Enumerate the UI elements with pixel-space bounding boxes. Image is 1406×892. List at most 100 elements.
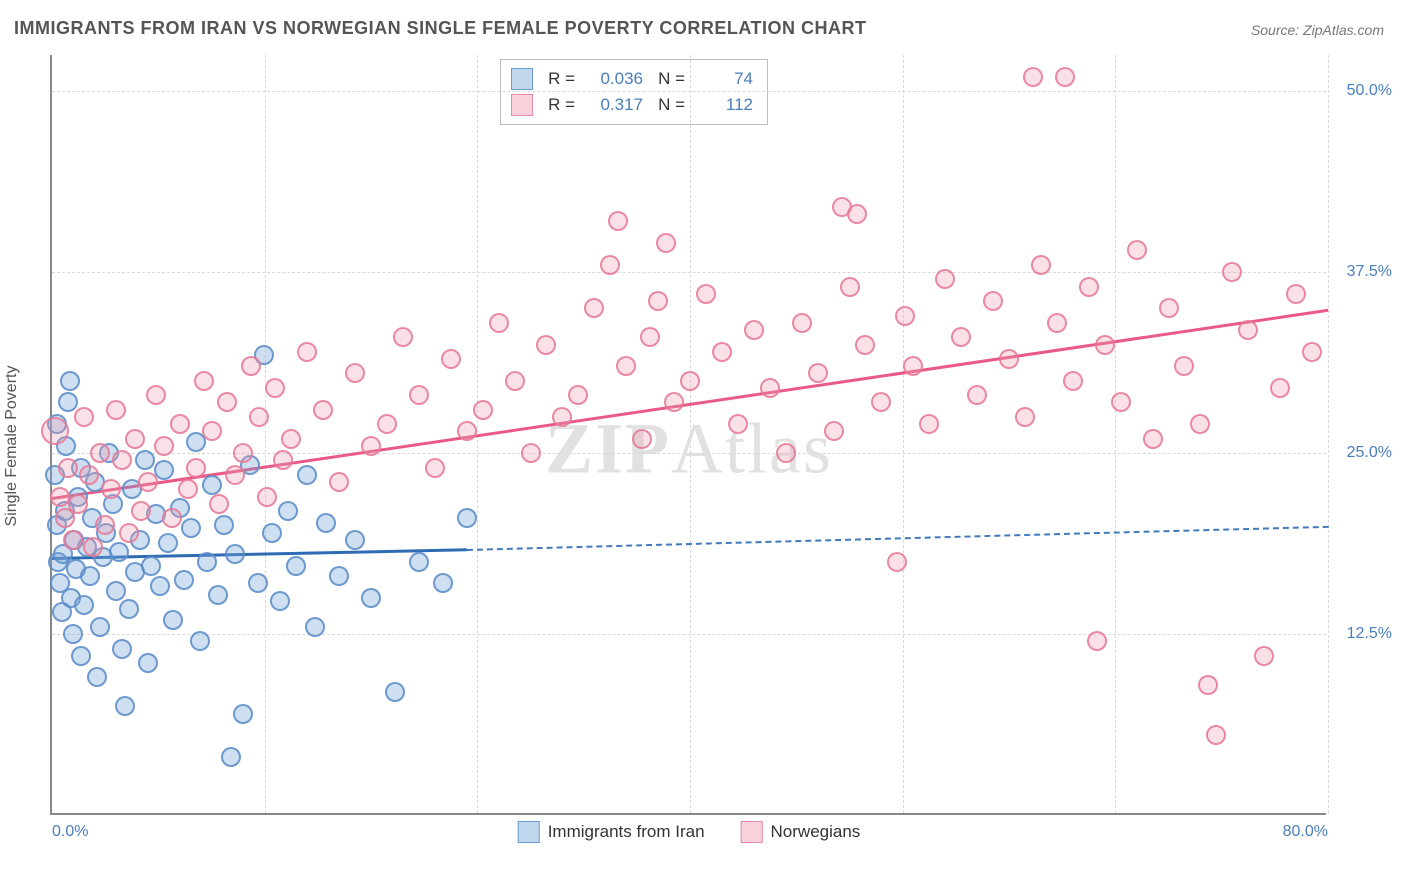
scatter-point [345,530,365,550]
scatter-point [217,392,237,412]
scatter-point [1174,356,1194,376]
scatter-point [80,566,100,586]
scatter-point [489,313,509,333]
scatter-point [680,371,700,391]
scatter-point [664,392,684,412]
scatter-point [871,392,891,412]
scatter-point [1095,335,1115,355]
scatter-point [202,421,222,441]
scatter-point [257,487,277,507]
scatter-point [409,385,429,405]
scatter-point [521,443,541,463]
scatter-point [209,494,229,514]
scatter-point [951,327,971,347]
legend-item-norwegian: Norwegians [741,821,861,843]
scatter-point [60,371,80,391]
scatter-point [744,320,764,340]
scatter-point [150,576,170,596]
series-legend: Immigrants from Iran Norwegians [518,821,861,843]
scatter-point [163,610,183,630]
legend-row-iran: R = 0.036 N = 74 [511,66,753,92]
scatter-point [181,518,201,538]
legend-swatch-iran-icon [518,821,540,843]
scatter-point [106,400,126,420]
scatter-point [249,407,269,427]
scatter-point [648,291,668,311]
scatter-point [313,400,333,420]
legend-r-value-norwegian: 0.317 [585,95,643,115]
scatter-point [281,429,301,449]
scatter-point [983,291,1003,311]
scatter-point [536,335,556,355]
legend-n-label: N = [653,95,685,115]
scatter-point [1206,725,1226,745]
scatter-point [608,211,628,231]
scatter-point [262,523,282,543]
scatter-point [112,450,132,470]
scatter-point [233,443,253,463]
scatter-point [186,458,206,478]
legend-n-value-iran: 74 [695,69,753,89]
gridline-v [1328,55,1329,813]
scatter-point [1198,675,1218,695]
gridline-v [265,55,266,813]
scatter-point [903,356,923,376]
legend-r-label: R = [543,69,575,89]
scatter-point [1302,342,1322,362]
scatter-point [74,595,94,615]
scatter-point [58,458,78,478]
legend-label-iran: Immigrants from Iran [548,822,705,842]
scatter-point [505,371,525,391]
legend-swatch-iran [511,68,533,90]
scatter-point [919,414,939,434]
scatter-point [433,573,453,593]
scatter-point [840,277,860,297]
scatter-point [473,400,493,420]
source-attribution: Source: ZipAtlas.com [1251,22,1384,38]
scatter-point [457,421,477,441]
scatter-point [119,523,139,543]
scatter-point [1127,240,1147,260]
scatter-point [457,508,477,528]
scatter-point [632,429,652,449]
legend-r-value-iran: 0.036 [585,69,643,89]
scatter-point [63,530,83,550]
scatter-point [712,342,732,362]
y-tick-label: 25.0% [1347,444,1392,462]
scatter-point [79,465,99,485]
scatter-point [233,704,253,724]
legend-n-label: N = [653,69,685,89]
trend-line [467,525,1328,550]
scatter-point [409,552,429,572]
scatter-point [887,552,907,572]
scatter-point [552,407,572,427]
scatter-point [138,653,158,673]
scatter-point [760,378,780,398]
scatter-point [329,566,349,586]
scatter-point [115,696,135,716]
gridline-v [690,55,691,813]
scatter-point [808,363,828,383]
scatter-point [393,327,413,347]
scatter-point [202,475,222,495]
legend-n-value-norwegian: 112 [695,95,753,115]
scatter-point [90,443,110,463]
scatter-point [90,617,110,637]
scatter-point [74,407,94,427]
legend-swatch-norwegian [511,94,533,116]
scatter-point [71,646,91,666]
scatter-point [58,392,78,412]
scatter-point [214,515,234,535]
legend-item-iran: Immigrants from Iran [518,821,705,843]
scatter-point [1079,277,1099,297]
scatter-point [241,356,261,376]
gridline-h [52,272,1326,273]
scatter-point [305,617,325,637]
scatter-point [158,533,178,553]
scatter-point [616,356,636,376]
gridline-v [903,55,904,813]
scatter-point [385,682,405,702]
scatter-point [1087,631,1107,651]
scatter-point [1286,284,1306,304]
scatter-point [138,472,158,492]
